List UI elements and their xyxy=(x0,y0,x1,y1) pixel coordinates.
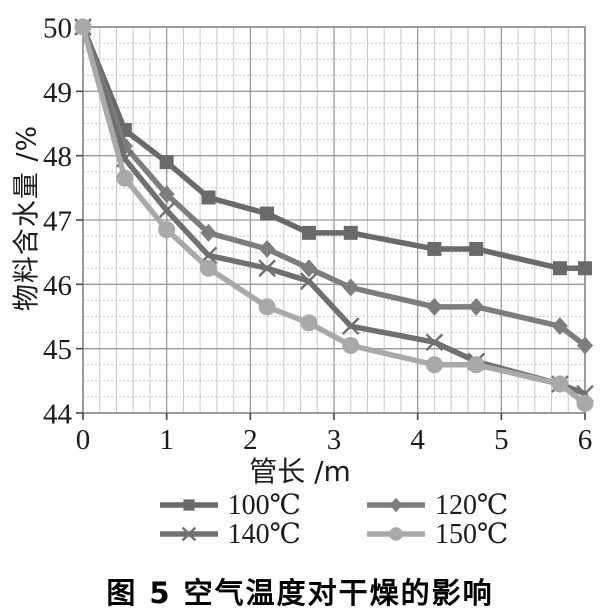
marker-circle xyxy=(200,259,217,277)
marker-circle xyxy=(158,221,176,239)
marker-square xyxy=(201,190,216,205)
marker-circle xyxy=(74,18,92,36)
x-axis-label: 管长 /m xyxy=(249,455,351,488)
y-tick-label: 46 xyxy=(43,270,72,302)
legend-label: 100℃ xyxy=(227,489,301,521)
x-tick-label: 2 xyxy=(243,424,258,456)
marker-diamond xyxy=(468,297,485,316)
marker-circle xyxy=(258,298,276,316)
marker-diamond xyxy=(259,239,276,258)
circle-line-swatch-icon xyxy=(367,526,425,541)
x-tick-label: 4 xyxy=(410,424,425,456)
x-tick-label: 1 xyxy=(159,424,174,456)
x-tick-label: 3 xyxy=(327,424,342,456)
y-tick-label: 47 xyxy=(43,205,72,237)
marker-diamond xyxy=(200,223,217,242)
marker-square xyxy=(260,206,275,221)
y-tick-label: 49 xyxy=(43,77,72,109)
marker-square xyxy=(183,498,195,511)
figure-caption: 图 5 空气温度对干燥的影响 xyxy=(106,576,494,609)
marker-square xyxy=(301,225,316,240)
marker-cross xyxy=(258,259,276,278)
legend-row: 100℃ 120℃ xyxy=(66,488,600,522)
legend-label: 150℃ xyxy=(435,518,509,550)
x-tick-label: 5 xyxy=(494,424,509,456)
legend-label: 140℃ xyxy=(227,518,301,550)
marker-circle xyxy=(467,356,485,374)
x-tick-label: 6 xyxy=(578,424,593,456)
marker-circle xyxy=(551,375,569,393)
marker-diamond xyxy=(158,185,175,204)
marker-circle xyxy=(116,169,134,187)
y-tick-label: 48 xyxy=(43,141,72,173)
y-tick-label: 45 xyxy=(43,334,72,366)
marker-diamond xyxy=(342,278,359,297)
marker-square xyxy=(552,261,567,276)
y-tick-label: 50 xyxy=(43,12,72,44)
y-axis-label: 物料含水量 /% xyxy=(11,124,43,312)
marker-square xyxy=(427,241,442,256)
marker-diamond xyxy=(389,497,403,512)
marker-diamond xyxy=(300,259,317,278)
marker-circle xyxy=(389,526,403,541)
marker-circle xyxy=(342,336,360,354)
x-tick-label: 0 xyxy=(76,424,91,456)
diamond-line-swatch-icon xyxy=(367,497,425,512)
legend-item-150c: 150℃ xyxy=(365,517,508,551)
marker-circle xyxy=(300,314,318,332)
marker-cross xyxy=(181,526,196,541)
legend-row: 140℃ 150℃ xyxy=(66,517,600,551)
marker-diamond xyxy=(577,336,593,355)
marker-square xyxy=(159,155,174,170)
marker-circle xyxy=(425,356,443,374)
marker-square xyxy=(578,261,592,276)
legend-item-120c: 120℃ xyxy=(365,488,508,522)
legend-label: 120℃ xyxy=(435,489,509,521)
marker-cross xyxy=(300,272,318,290)
marker-cross xyxy=(425,333,444,352)
y-tick-label: 44 xyxy=(43,398,73,430)
marker-cross xyxy=(157,201,176,220)
marker-diamond xyxy=(426,297,443,316)
cross-line-swatch-icon xyxy=(159,526,218,541)
marker-square xyxy=(469,241,484,256)
marker-square xyxy=(343,225,358,240)
marker-diamond xyxy=(551,317,568,336)
marker-cross xyxy=(341,317,360,335)
square-line-swatch-icon xyxy=(159,498,218,511)
marker-circle xyxy=(576,394,594,412)
legend-item-100c: 100℃ xyxy=(158,488,301,522)
chart-legend: 100℃ 120℃ 140℃ 150℃ xyxy=(66,488,600,551)
legend-item-140c: 140℃ xyxy=(158,517,301,551)
